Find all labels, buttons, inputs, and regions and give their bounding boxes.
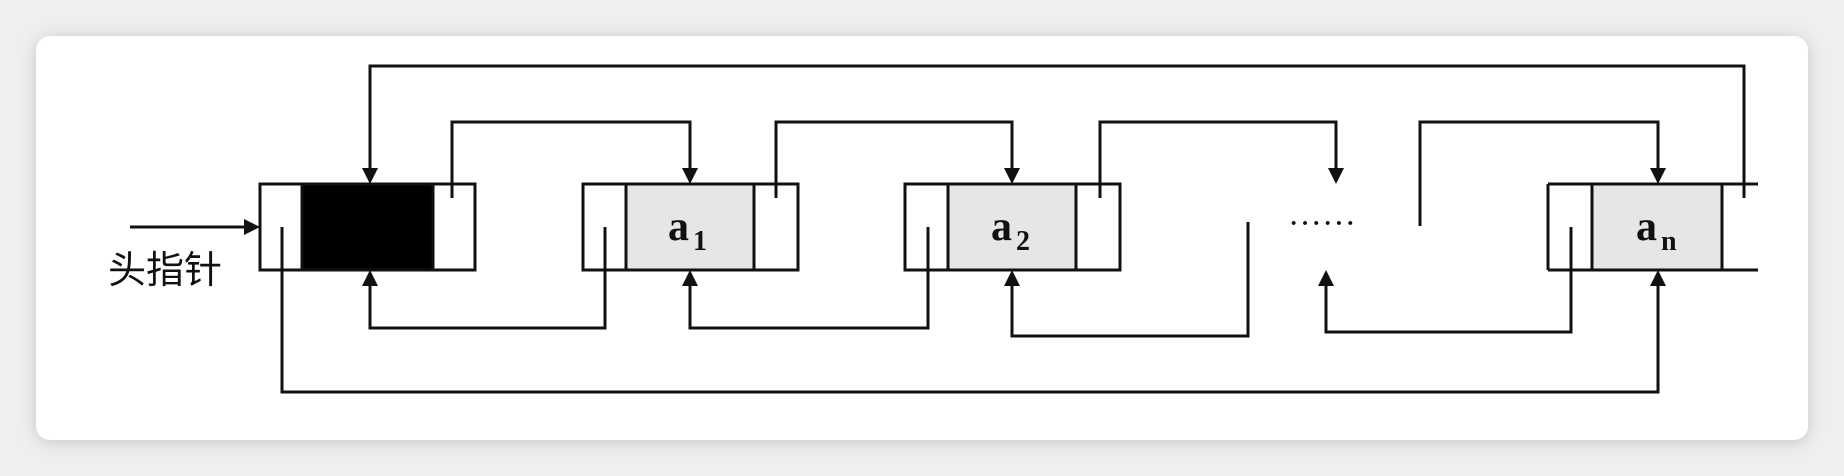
node-an-data-cell (1590, 182, 1724, 272)
a1-to-a2-arrowhead (1004, 168, 1020, 184)
a2-to-ellipsis-arrowhead (1328, 168, 1344, 184)
node-a2-subscript: 2 (1016, 226, 1030, 257)
backward-pointers (280, 222, 1666, 394)
an-to-head-arrowhead (362, 168, 378, 184)
node-a2: a 2 (903, 182, 1122, 272)
node-head (258, 182, 477, 272)
a1-to-head-prior-pointer (368, 227, 607, 330)
node-an: a n (1546, 182, 1758, 272)
head-pointer-arrowhead (244, 219, 260, 235)
head-to-a1-next-pointer (450, 120, 692, 198)
an-to-head-circular-next-pointer (368, 64, 1746, 198)
a2-to-a1-prior-arrowhead (682, 270, 698, 286)
forward-pointers (362, 64, 1746, 226)
ellipsis-to-a2-prior-arrowhead (1004, 270, 1020, 286)
ellipsis-to-a2-prior-pointer (1010, 222, 1250, 338)
head-to-a1-arrowhead (682, 168, 698, 184)
node-a1-label: a (668, 204, 689, 250)
node-a1-data-cell (624, 182, 756, 272)
ellipsis-to-an-arrowhead (1650, 168, 1666, 184)
head-pointer-label: 头指针 (108, 248, 222, 292)
node-a1: a 1 (581, 182, 800, 272)
head-to-an-circular-prior-pointer (280, 227, 1660, 394)
an-to-ellipsis-prior-pointer (1324, 227, 1573, 334)
a2-to-a1-prior-pointer (688, 227, 930, 330)
ellipsis-to-an-next-pointer (1418, 120, 1660, 226)
a1-to-head-prior-arrowhead (362, 270, 378, 286)
node-head-data-cell (300, 182, 435, 272)
node-a2-label: a (991, 204, 1012, 250)
a2-to-ellipsis-next-pointer (1098, 120, 1338, 198)
node-an-label: a (1636, 204, 1657, 250)
middle-ellipsis: ······ (1288, 205, 1356, 242)
head-pointer: 头指针 (108, 219, 260, 292)
head-to-an-prior-arrowhead (1650, 270, 1666, 286)
node-a2-data-cell (946, 182, 1078, 272)
a1-to-a2-next-pointer (774, 120, 1014, 198)
an-to-ellipsis-prior-arrowhead (1318, 270, 1334, 286)
node-a1-subscript: 1 (693, 226, 707, 257)
node-an-subscript: n (1661, 226, 1677, 257)
